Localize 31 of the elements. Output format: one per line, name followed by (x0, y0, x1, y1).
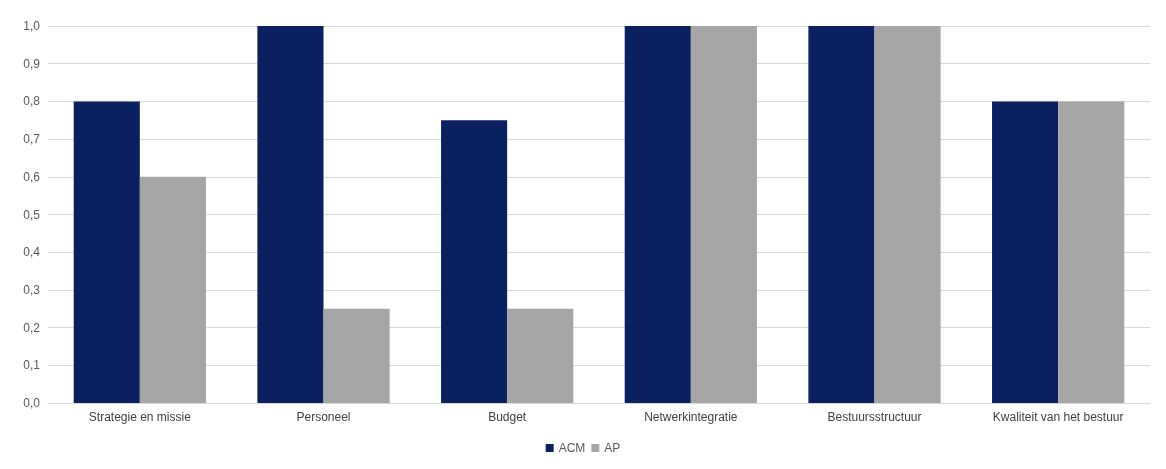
y-tick-label: 0,8 (23, 94, 41, 109)
legend-label: ACM (558, 441, 586, 455)
legend-label: AP (604, 441, 621, 455)
y-tick-label: 0,9 (23, 56, 41, 71)
bar (690, 26, 757, 403)
x-tick-label: Personeel (296, 410, 351, 424)
x-tick-label: Netwerkintegratie (644, 410, 738, 424)
y-tick-label: 0,2 (23, 320, 41, 335)
y-tick-label: 0,5 (23, 207, 41, 222)
y-tick-label: 0,4 (23, 245, 41, 260)
y-tick-label: 0,7 (23, 132, 41, 147)
bar (139, 176, 206, 403)
bar (1058, 101, 1125, 403)
y-tick-label: 0,0 (23, 396, 41, 410)
bar (874, 26, 941, 403)
bar (441, 120, 508, 403)
bar (624, 26, 691, 403)
y-tick-label: 0,3 (23, 282, 41, 297)
x-tick-label: Kwaliteit van het bestuur (992, 410, 1124, 424)
y-tick-label: 1,0 (23, 19, 41, 33)
bar (257, 26, 324, 403)
bar (507, 308, 574, 403)
bar (992, 101, 1059, 403)
bar (73, 101, 140, 403)
y-tick-label: 0,1 (23, 358, 41, 373)
y-tick-label: 0,6 (23, 169, 41, 184)
bar (323, 308, 390, 403)
x-tick-label: Budget (488, 410, 527, 424)
x-tick-label: Bestuursstructuur (827, 410, 922, 424)
bar (808, 26, 875, 403)
x-tick-label: Strategie en missie (88, 410, 192, 424)
